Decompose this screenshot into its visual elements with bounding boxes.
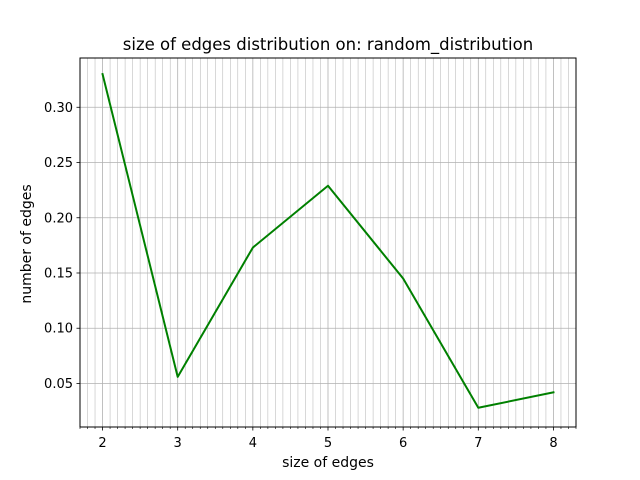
x-tick-label: 8 [549, 436, 557, 451]
y-tick-label: 0.20 [44, 211, 73, 226]
chart-title: size of edges distribution on: random_di… [123, 35, 533, 55]
x-tick-label: 6 [399, 436, 407, 451]
grid-lines [79, 58, 577, 427]
y-axis-ticks: 0.05 0.10 0.15 0.20 0.25 0.30 [44, 101, 80, 392]
y-axis-label: number of edges [19, 184, 35, 303]
y-tick-label: 0.15 [44, 266, 73, 281]
x-tick-label: 7 [474, 436, 482, 451]
series-line [101, 72, 555, 409]
x-axis-ticks: 2 3 4 5 6 7 8 [79, 427, 577, 451]
x-tick-label: 4 [249, 436, 257, 451]
y-tick-label: 0.30 [44, 101, 73, 116]
x-tick-label: 5 [324, 436, 332, 451]
y-tick-label: 0.05 [44, 377, 73, 392]
plot-series [101, 72, 555, 409]
x-tick-label: 3 [174, 436, 182, 451]
y-tick-label: 0.25 [44, 156, 73, 171]
x-tick-label: 2 [98, 436, 106, 451]
x-axis-label: size of edges [282, 455, 374, 471]
y-tick-label: 0.10 [44, 322, 73, 337]
